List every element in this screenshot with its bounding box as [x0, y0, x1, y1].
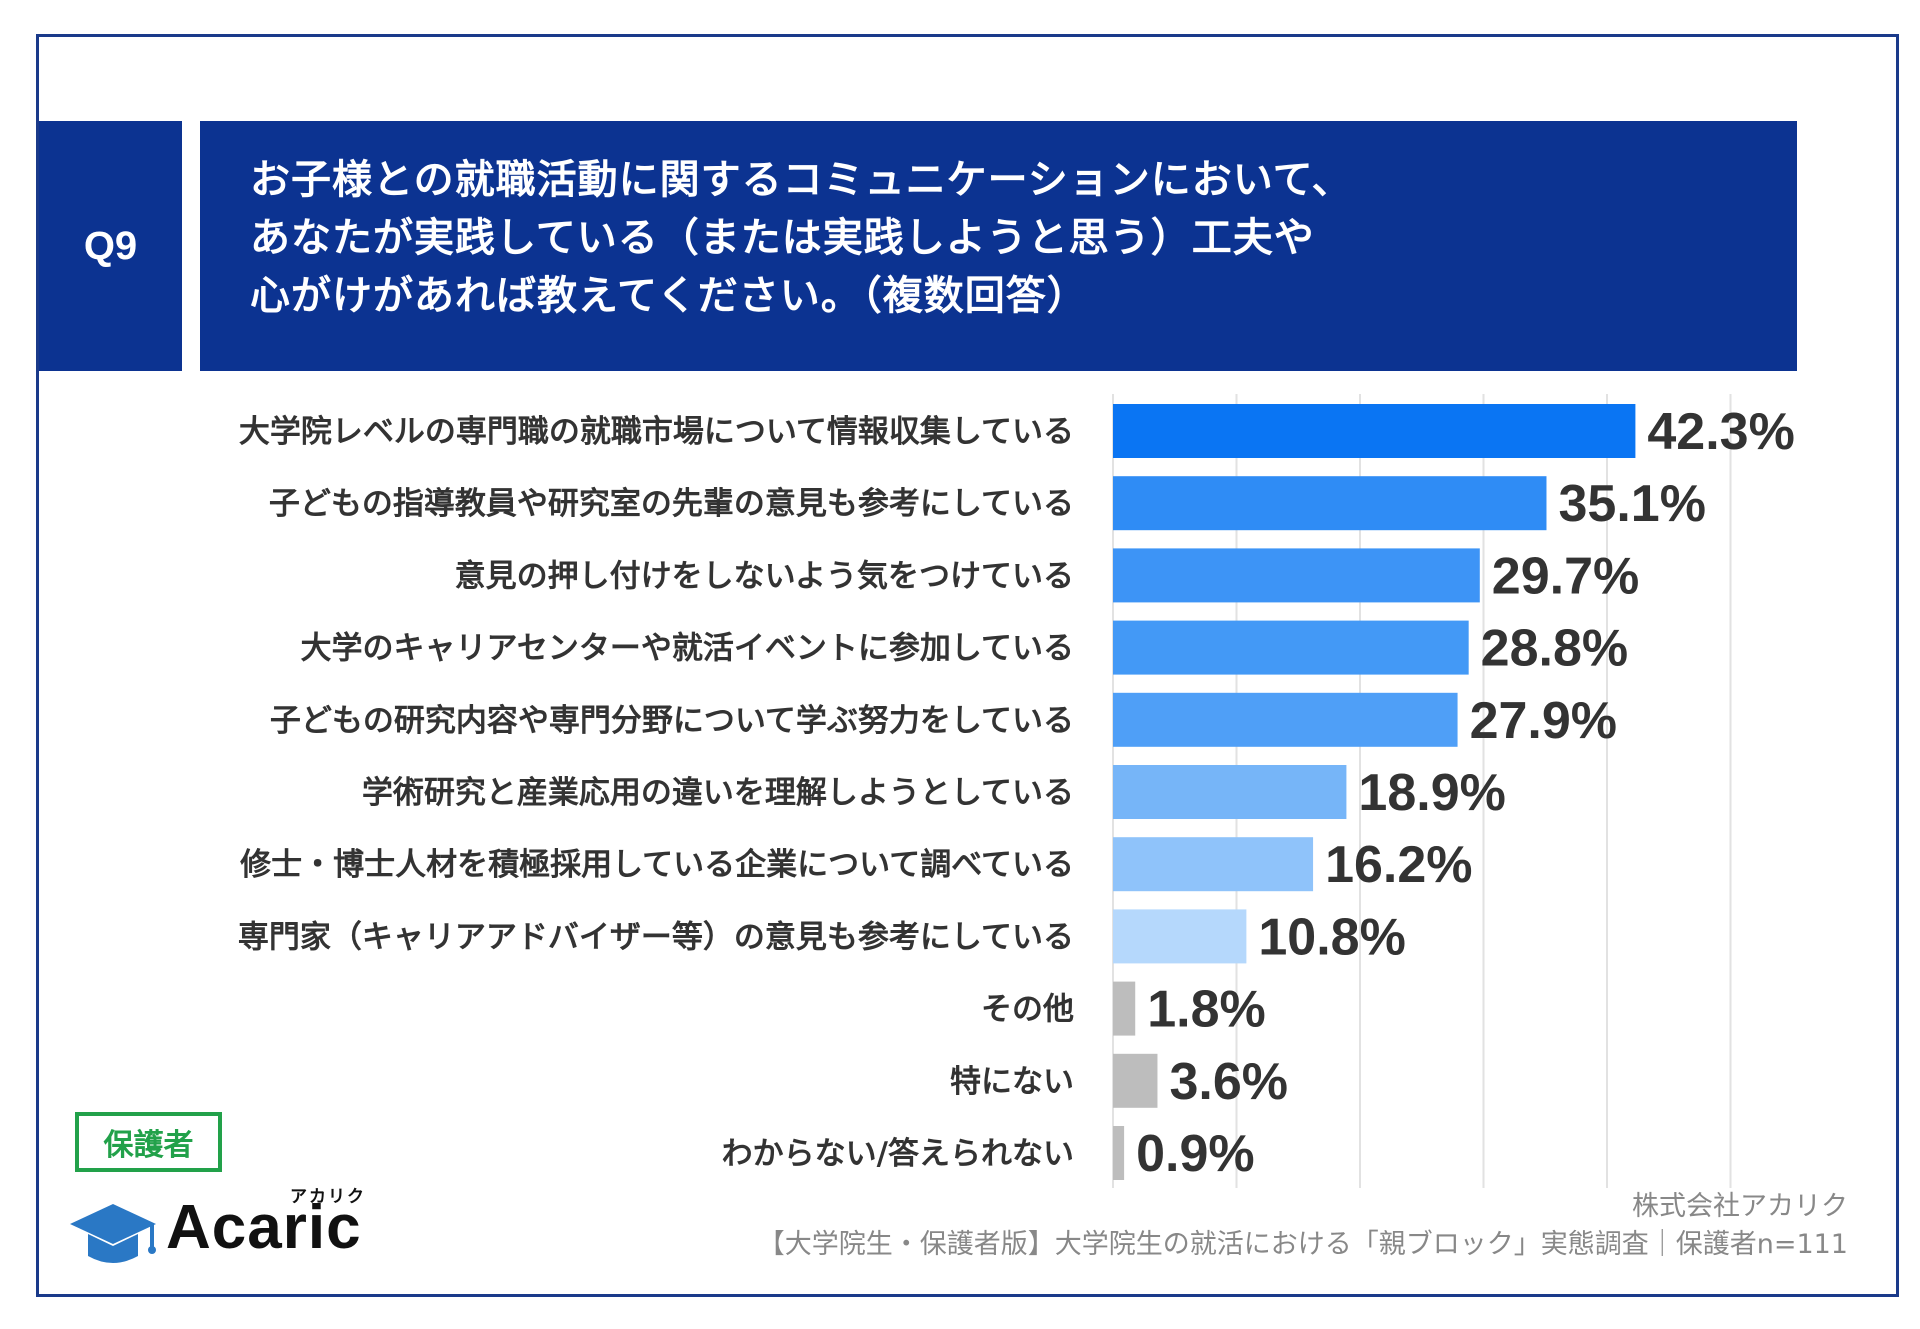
question-line-3: 心がけがあれば教えてください。（複数回答）	[250, 273, 1088, 319]
source-company: 株式会社アカリク	[1632, 1191, 1848, 1222]
bar	[1113, 548, 1480, 603]
bar	[1113, 909, 1247, 964]
value-label: 28.8%	[1481, 620, 1628, 678]
category-label: わからない/答えられない	[722, 1136, 1074, 1172]
bar	[1113, 837, 1314, 892]
graduation-cap-icon	[70, 1204, 156, 1263]
logo-text: Acaric	[166, 1193, 362, 1262]
value-label: 29.7%	[1492, 547, 1639, 605]
bar	[1113, 404, 1636, 458]
value-label: 35.1%	[1558, 475, 1705, 533]
chart-frame: Q9 お子様との就職活動に関するコミュニケーションにおいて、 あなたが実践してい…	[36, 34, 1899, 1297]
category-label: その他	[981, 992, 1074, 1028]
category-label: 専門家（キャリアアドバイザー等）の意見も参考にしている	[238, 919, 1074, 955]
category-label: 修士・博士人材を積極採用している企業について調べている	[239, 847, 1074, 883]
value-label: 3.6%	[1169, 1053, 1288, 1111]
bar	[1113, 765, 1347, 819]
bar	[1113, 1126, 1125, 1180]
category-label: 子どもの指導教員や研究室の先輩の意見も参考にしている	[269, 486, 1074, 522]
bar	[1113, 981, 1136, 1036]
category-label: 学術研究と産業応用の違いを理解しようとしている	[362, 775, 1074, 811]
value-label: 27.9%	[1470, 692, 1617, 750]
bar	[1113, 692, 1458, 747]
source-survey: 【大学院生・保護者版】大学院生の就活における「親ブロック」実態調査｜保護者n=1…	[757, 1229, 1848, 1260]
value-label: 18.9%	[1358, 764, 1505, 822]
question-line-2: あなたが実践している（または実践しようと思う）工夫や	[250, 215, 1315, 261]
bar	[1113, 476, 1547, 531]
logo-kana: アカリク	[290, 1187, 366, 1207]
source-note: 株式会社アカリク 【大学院生・保護者版】大学院生の就活における「親ブロック」実態…	[758, 1188, 1848, 1264]
category-label: 特にない	[950, 1064, 1074, 1100]
value-label: 16.2%	[1325, 836, 1472, 894]
question-title: お子様との就職活動に関するコミュニケーションにおいて、 あなたが実践している（ま…	[200, 121, 1797, 371]
category-label: 意見の押し付けをしないよう気をつけている	[455, 558, 1074, 594]
category-label: 子どもの研究内容や専門分野について学ぶ努力をしている	[270, 703, 1074, 739]
value-label: 42.3%	[1647, 403, 1794, 461]
respondent-badge: 保護者	[75, 1112, 222, 1172]
acaric-logo: Acaric アカリク	[68, 1187, 388, 1272]
bar	[1113, 620, 1469, 675]
category-label: 大学のキャリアセンターや就活イベントに参加している	[301, 631, 1074, 667]
category-label: 大学院レベルの専門職の就職市場について情報収集している	[239, 414, 1074, 450]
value-label: 1.8%	[1147, 981, 1266, 1039]
question-number: Q9	[39, 121, 182, 371]
value-label: 10.8%	[1258, 908, 1405, 966]
value-label: 0.9%	[1136, 1125, 1255, 1183]
bar	[1113, 1053, 1158, 1108]
question-line-1: お子様との就職活動に関するコミュニケーションにおいて、	[250, 157, 1353, 203]
